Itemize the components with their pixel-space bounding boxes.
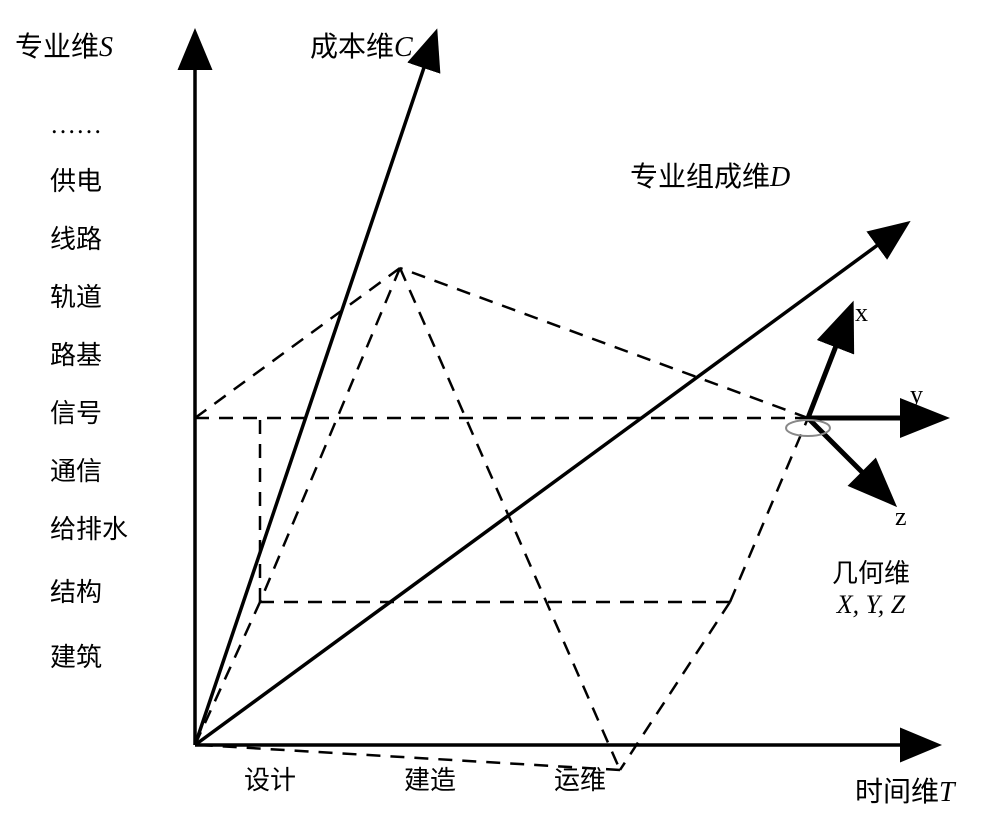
t-tick-label: 运维 (554, 760, 606, 797)
s-tick-label: 通信 (50, 451, 102, 488)
t-tick-label: 建造 (404, 760, 456, 797)
diagram-svg (0, 0, 1000, 825)
t-tick-label: 设计 (244, 760, 296, 797)
s-tick-label: 信号 (50, 393, 102, 430)
geom-z-label: z (895, 502, 907, 532)
ellipse-group (786, 420, 830, 436)
diagram-container: 专业维S 成本维C 专业组成维D 时间维T …… 供电线路轨道路基信号通信给排水结… (0, 0, 1000, 825)
geom-y-label: y (910, 380, 923, 410)
s-axis-label: 专业维S (15, 25, 113, 65)
geom-x-label: x (855, 298, 868, 328)
c-axis-label: 成本维C (310, 25, 413, 65)
s-tick-label: 线路 (50, 219, 102, 256)
s-tick-label: 轨道 (50, 277, 102, 314)
t-axis-label: 时间维T (855, 770, 955, 810)
s-tick-label: 供电 (50, 161, 102, 198)
s-tick-label: …… (50, 110, 102, 140)
s-tick-label: 给排水 (50, 509, 128, 546)
s-tick-label: 结构 (50, 572, 102, 609)
geom-title: 几何维 X, Y, Z (832, 553, 910, 620)
d-axis-label: 专业组成维D (630, 155, 790, 195)
s-tick-label: 路基 (50, 335, 102, 372)
s-tick-label: 建筑 (50, 637, 102, 674)
solid-axes-group (195, 35, 935, 745)
